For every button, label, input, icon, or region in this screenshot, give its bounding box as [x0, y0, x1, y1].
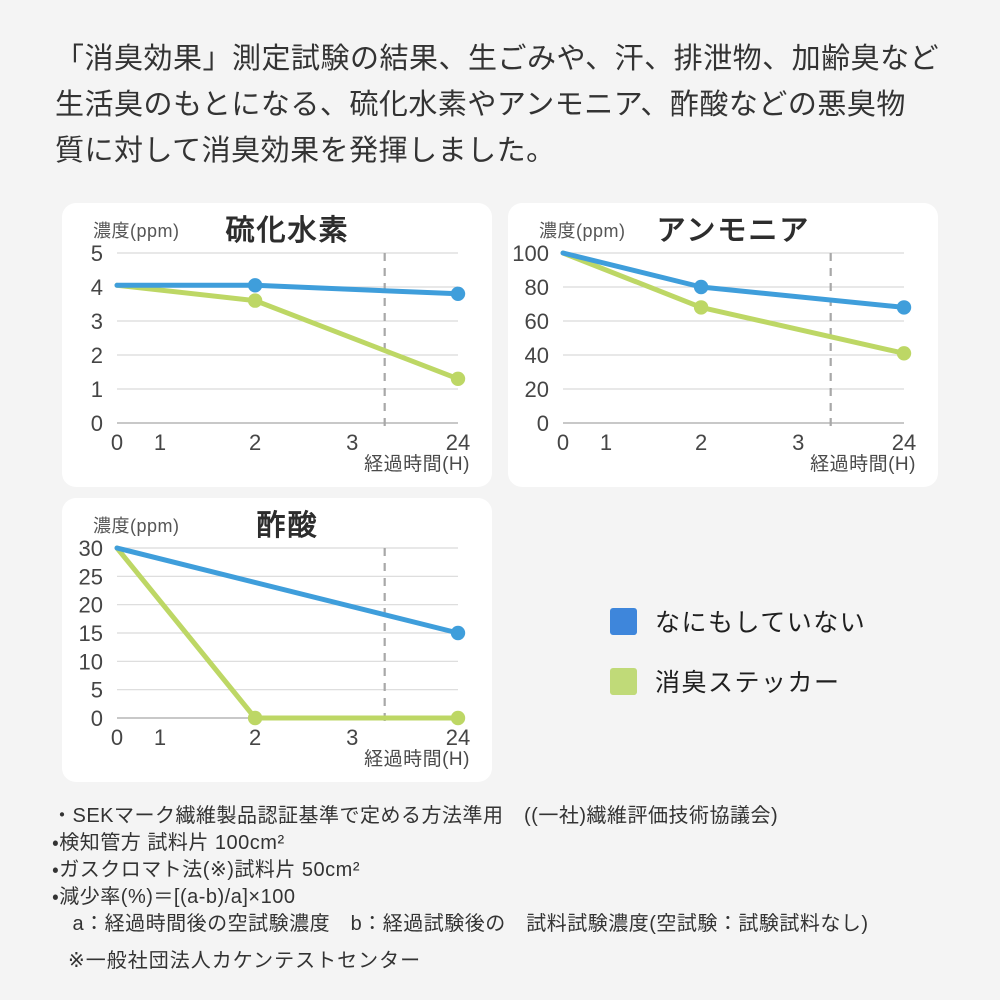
y-axis-unit-label: 濃度(ppm): [539, 221, 626, 241]
x-tick-label: 0: [111, 430, 123, 455]
x-tick-label: 0: [557, 430, 569, 455]
chart-legend: なにもしていない 消臭ステッカー: [610, 603, 866, 699]
series-marker-dot: [247, 278, 263, 293]
x-tick-label: 2: [249, 430, 261, 455]
chart-plot: 0 1 2 3 4 5 0 1 2 3 24: [91, 241, 470, 455]
series-marker-dot: [450, 625, 466, 641]
y-tick-label: 100: [512, 241, 549, 266]
series-marker-dot: [896, 346, 912, 361]
note-line: a：経過時間後の空試験濃度 b：経過試験後の 試料試験濃度(空試験：試験試料なし…: [52, 913, 869, 935]
y-tick-label: 15: [79, 621, 103, 646]
y-tick-label: 25: [79, 564, 103, 589]
intro-line: 質に対して消臭効果を発揮しました。: [55, 135, 556, 167]
x-tick-label: 3: [792, 430, 804, 455]
note-line: ・SEKマーク繊維製品認証基準で定める方法準用 ((一社)繊維評価技術協議会): [52, 805, 779, 827]
y-tick-label: 20: [79, 593, 103, 618]
chart-title: アンモニア: [656, 215, 811, 247]
chart-card-ammonia: 濃度(ppm) アンモニア 0 20 40 60 80 100 0 1 2 3 24 経過時間(H): [508, 203, 938, 487]
y-tick-label: 80: [525, 275, 549, 300]
y-axis-unit-label: 濃度(ppm): [93, 221, 180, 241]
x-tick-label: 0: [111, 725, 123, 750]
series-line: [114, 282, 461, 382]
series-line: [560, 250, 907, 310]
intro-line: 「消臭効果」測定試験の結果、生ごみや、汗、排泄物、加齢臭など: [55, 43, 940, 75]
series-marker-dot: [896, 300, 912, 315]
x-axis-label: 経過時間(H): [364, 454, 470, 475]
note-line: ・検知管方 試料片 100cm²: [52, 832, 285, 854]
y-tick-label: 2: [91, 343, 103, 368]
x-tick-label: 1: [600, 430, 612, 455]
y-tick-label: 0: [91, 411, 103, 436]
legend-item-deodorant-sticker: 消臭ステッカー: [610, 663, 866, 699]
x-tick-label: 1: [154, 725, 166, 750]
legend-label: なにもしていない: [655, 609, 867, 637]
note-line: ・減少率(%)＝[(a-b)/a]×100: [52, 886, 296, 908]
y-tick-label: 5: [91, 678, 103, 703]
y-tick-label: 40: [525, 343, 549, 368]
x-tick-label: 3: [346, 430, 358, 455]
chart-card-acetic-acid: 濃度(ppm) 酢酸 0 5 10 15 20 25 30 0 1 2 3 24 経過時間(H): [62, 498, 492, 782]
method-notes: ・SEKマーク繊維製品認証基準で定める方法準用 ((一社)繊維評価技術協議会) …: [52, 803, 869, 938]
note-line: ・ガスクロマト法(※)試料片 50cm²: [52, 859, 361, 881]
chart-card-hydrogen-sulfide: 濃度(ppm) 硫化水素 0 1 2 3 4 5 0 1 2 3 24 経過時間(H): [62, 203, 492, 487]
series-marker-dot: [693, 279, 709, 295]
series-marker-dot: [450, 286, 466, 301]
legend-label: 消臭ステッカー: [655, 669, 841, 697]
y-tick-label: 60: [525, 309, 549, 334]
x-tick-label: 24: [446, 725, 470, 750]
x-tick-label: 2: [249, 725, 261, 750]
intro-text: 「消臭効果」測定試験の結果、生ごみや、汗、排泄物、加齢臭など 生活臭のもとになる…: [55, 36, 965, 174]
y-tick-label: 0: [91, 706, 103, 731]
x-axis-label: 経過時間(H): [810, 454, 916, 475]
y-tick-label: 5: [91, 241, 103, 266]
y-axis-unit-label: 濃度(ppm): [93, 516, 180, 536]
y-tick-label: 3: [91, 309, 103, 334]
series-marker-dot: [450, 710, 466, 726]
legend-color-swatch-green: [610, 667, 637, 695]
legend-color-swatch-blue: [610, 607, 637, 635]
x-tick-label: 1: [154, 430, 166, 455]
y-tick-label: 4: [91, 275, 103, 300]
legend-item-untreated: なにもしていない: [610, 603, 866, 639]
chart-plot: 0 20 40 60 80 100 0 1 2 3 24: [512, 241, 916, 455]
y-tick-label: 1: [91, 377, 103, 402]
intro-line: 生活臭のもとになる、硫化水素やアンモニア、酢酸などの悪臭物: [55, 89, 906, 121]
chart-title: 硫化水素: [225, 215, 350, 247]
series-marker-dot: [247, 293, 263, 308]
chart-title: 酢酸: [256, 510, 319, 542]
x-axis-label: 経過時間(H): [364, 749, 470, 770]
x-tick-label: 3: [346, 725, 358, 750]
series-marker-dot: [693, 300, 709, 315]
y-tick-label: 30: [79, 536, 103, 561]
series-marker-dot: [450, 371, 466, 386]
y-tick-label: 20: [525, 377, 549, 402]
series-line: [114, 545, 461, 636]
x-tick-label: 2: [695, 430, 707, 455]
y-tick-label: 0: [537, 411, 549, 436]
x-tick-label: 24: [446, 430, 470, 455]
testing-center-footnote: ※一般社団法人カケンテストセンター: [68, 950, 422, 972]
series-marker-dot: [247, 710, 263, 726]
x-tick-label: 24: [892, 430, 916, 455]
y-tick-label: 10: [79, 649, 103, 674]
